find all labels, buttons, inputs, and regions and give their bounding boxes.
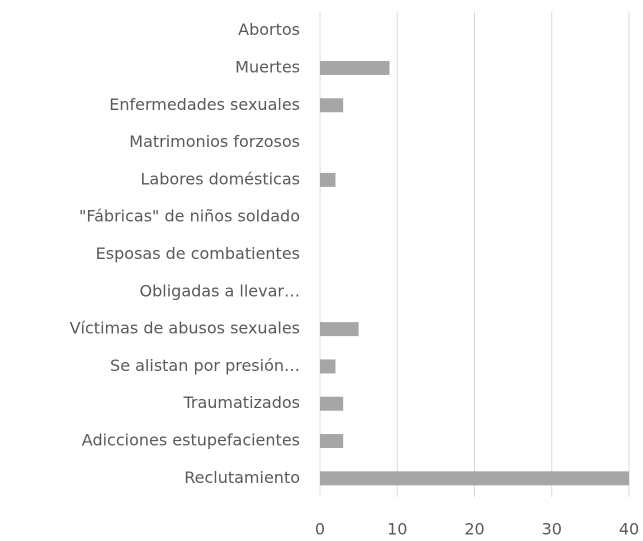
y-tick-label: Matrimonios forzosos <box>129 132 300 151</box>
bar <box>320 434 344 449</box>
y-tick-label: Esposas de combatientes <box>96 244 300 263</box>
bar <box>320 98 344 113</box>
x-tick-label: 40 <box>619 520 639 539</box>
bar <box>320 471 629 486</box>
bar <box>320 359 336 374</box>
bar <box>320 396 344 411</box>
y-tick-label: Reclutamiento <box>184 468 300 487</box>
bar <box>320 172 336 187</box>
x-tick-label: 10 <box>387 520 407 539</box>
y-tick-label: Traumatizados <box>182 393 300 412</box>
y-tick-label: Víctimas de abusos sexuales <box>70 319 300 338</box>
y-tick-label: Labores domésticas <box>140 169 300 188</box>
y-tick-label: Se alistan por presión… <box>110 356 300 375</box>
x-tick-label: 30 <box>542 520 562 539</box>
y-tick-label: Enfermedades sexuales <box>109 95 300 114</box>
x-tick-label: 20 <box>464 520 484 539</box>
x-tick-label: 0 <box>315 520 325 539</box>
y-tick-label: Adicciones estupefacientes <box>82 431 300 450</box>
y-tick-label: Abortos <box>238 20 300 39</box>
y-tick-label: Obligadas a llevar… <box>140 281 300 300</box>
bar <box>320 60 390 75</box>
y-tick-label: Muertes <box>235 57 300 76</box>
y-tick-label: "Fábricas" de niños soldado <box>79 207 300 226</box>
bar <box>320 322 359 337</box>
